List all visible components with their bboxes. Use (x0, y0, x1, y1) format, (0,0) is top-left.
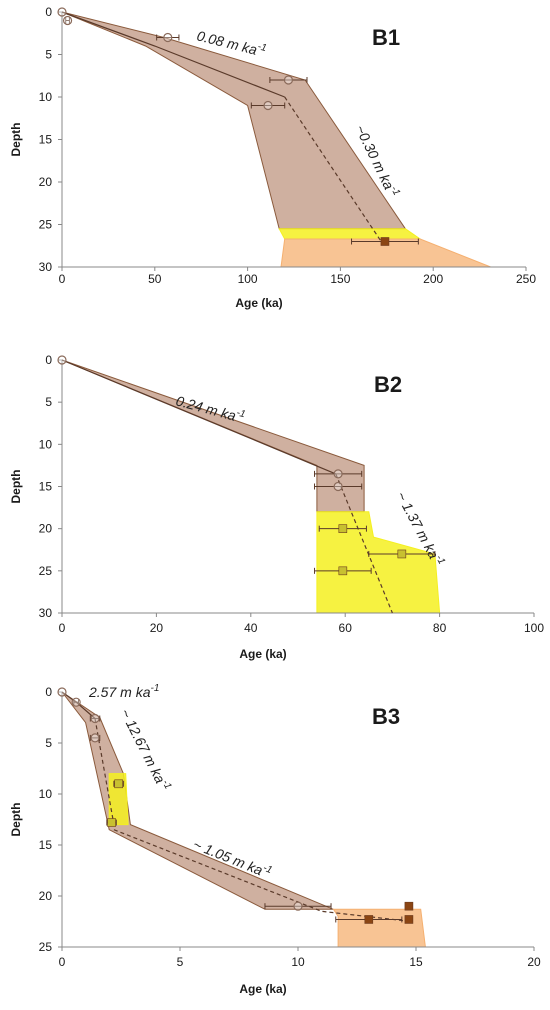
y-tick-label: 0 (45, 685, 52, 699)
data-point-circle (57, 687, 67, 697)
rate-annotation: 2.57 m ka-1 (88, 683, 159, 700)
y-tick-label: 20 (39, 175, 53, 189)
y-tick-label: 15 (39, 480, 53, 494)
data-point-circle (283, 75, 294, 85)
y-tick-label: 5 (45, 48, 52, 62)
x-tick-label: 15 (409, 955, 423, 969)
envelope-brown (61, 359, 365, 513)
rate-line (284, 96, 382, 242)
x-tick-label: 100 (238, 272, 258, 286)
data-point-square (338, 566, 348, 576)
y-tick-label: 30 (39, 606, 53, 620)
data-point-circle (293, 901, 303, 911)
data-point-circle (62, 15, 73, 26)
y-axis-label: Depth (9, 470, 23, 504)
rate-unit-exponent: -1 (235, 407, 246, 420)
panel-b1: 0 50 100 150 200 250 0 5 10 15 20 25 30 Age (ka) Depth… (9, 5, 536, 310)
data-point-circle (57, 7, 67, 17)
rate-value: 2.57 m ka (88, 684, 151, 700)
envelope-orange (332, 908, 426, 948)
x-tick-label: 10 (291, 955, 305, 969)
rate-unit-exponent: -1 (388, 184, 402, 197)
y-tick-label: 20 (39, 522, 53, 536)
rate-unit-exponent: -1 (261, 863, 273, 877)
y-tick-label: 10 (39, 787, 53, 801)
y-tick-label: 5 (45, 395, 52, 409)
x-tick-label: 0 (59, 621, 66, 635)
x-tick-label: 200 (423, 272, 443, 286)
rate-unit-exponent: -1 (150, 683, 159, 694)
y-tick-label: 30 (39, 260, 53, 274)
data-point-square (364, 915, 374, 924)
x-tick-label: 20 (527, 955, 541, 969)
rate-unit-exponent: -1 (160, 778, 174, 791)
data-point-square (404, 901, 414, 911)
x-tick-label: 20 (150, 621, 164, 635)
data-point-circle (57, 355, 67, 365)
panel-label: B2 (374, 372, 402, 397)
data-point-circle (333, 469, 343, 479)
data-point-circle (90, 713, 100, 724)
x-tick-label: 150 (330, 272, 350, 286)
x-tick-label: 0 (59, 272, 66, 286)
x-tick-label: 60 (339, 621, 353, 635)
y-tick-label: 10 (39, 437, 53, 451)
rate-unit-exponent: -1 (256, 41, 267, 54)
data-point-square (107, 818, 116, 827)
rate-line (61, 359, 337, 475)
panel-label: B1 (372, 25, 400, 50)
data-point-circle (90, 733, 100, 743)
data-point-square (404, 915, 414, 924)
x-axis-label: Age (ka) (239, 647, 286, 661)
x-axis-label: Age (ka) (235, 296, 282, 310)
data-point-circle (71, 697, 81, 707)
x-tick-label: 0 (59, 955, 66, 969)
y-tick-label: 25 (39, 564, 53, 578)
panel-label: B3 (372, 704, 400, 729)
data-point-circle (263, 100, 273, 111)
x-tick-label: 5 (177, 955, 184, 969)
data-point-square (397, 549, 407, 559)
envelope-brown (61, 691, 334, 910)
y-axis-label: Depth (9, 123, 23, 157)
y-tick-label: 0 (45, 353, 52, 367)
x-tick-label: 50 (148, 272, 162, 286)
x-tick-label: 250 (516, 272, 536, 286)
data-point-square (380, 237, 390, 246)
y-tick-label: 15 (39, 133, 53, 147)
data-point-square (338, 524, 348, 533)
envelope-yellow (278, 228, 422, 240)
y-tick-label: 25 (39, 940, 53, 954)
data-point-square (114, 779, 123, 789)
data-point-circle (163, 32, 173, 43)
x-tick-label: 80 (433, 621, 447, 635)
panel-b3: 0 5 10 15 20 0 5 10 15 20 25 Age (ka) Depth B3 2.57 m … (9, 683, 541, 996)
y-tick-label: 0 (45, 5, 52, 19)
rate-line (113, 829, 412, 923)
data-point-circle (333, 481, 343, 492)
y-tick-label: 5 (45, 736, 52, 750)
y-tick-label: 25 (39, 218, 53, 232)
x-tick-label: 100 (524, 621, 544, 635)
rate-line (61, 11, 285, 98)
y-axis-label: Depth (9, 803, 23, 837)
y-tick-label: 15 (39, 838, 53, 852)
y-tick-label: 20 (39, 889, 53, 903)
x-axis-label: Age (ka) (239, 982, 286, 996)
y-tick-label: 10 (39, 90, 53, 104)
x-tick-label: 40 (244, 621, 258, 635)
